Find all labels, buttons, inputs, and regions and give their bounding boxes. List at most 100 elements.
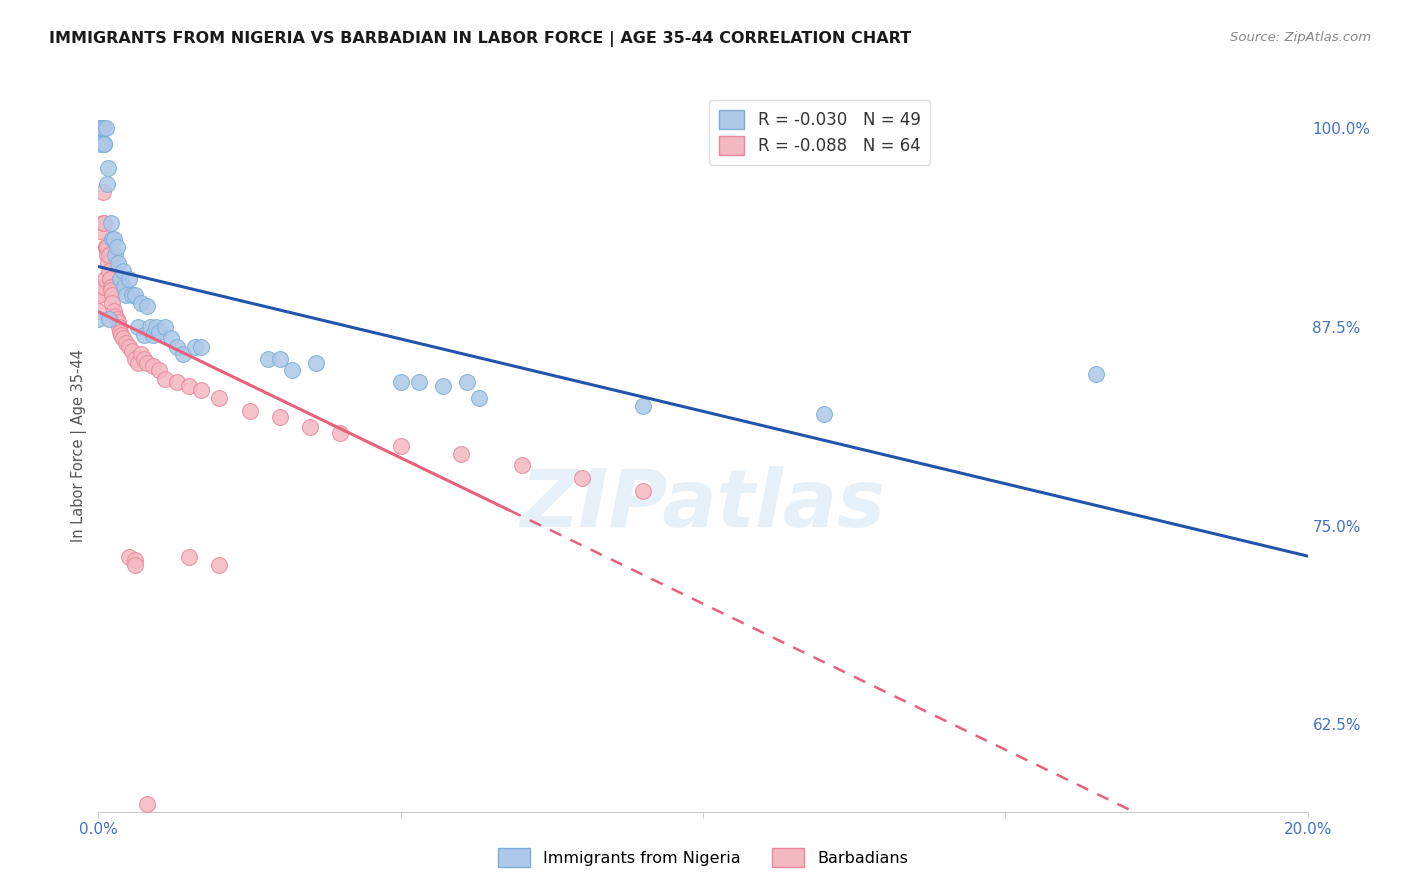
Text: Source: ZipAtlas.com: Source: ZipAtlas.com (1230, 31, 1371, 45)
Point (208, 392, 231, 406)
Point (329, 426, 352, 441)
Text: IMMIGRANTS FROM NIGERIA VS BARBADIAN IN LABOR FORCE | AGE 35-44 CORRELATION CHAR: IMMIGRANTS FROM NIGERIA VS BARBADIAN IN … (49, 31, 911, 47)
Point (104, 248, 127, 262)
Point (190, 340, 212, 354)
Point (153, 319, 176, 334)
Point (87, 288, 110, 302)
Point (107, 315, 129, 329)
Point (94, 240, 117, 254)
Point (127, 356, 149, 370)
Point (456, 376, 478, 390)
Point (87, 280, 110, 294)
Point (96, 248, 118, 262)
Point (100, 280, 122, 294)
Point (108, 319, 131, 334)
Point (142, 327, 165, 342)
Point (91, 120, 114, 135)
Point (115, 288, 138, 302)
Point (98, 264, 121, 278)
Point (813, 407, 835, 421)
Point (97, 248, 120, 262)
Point (389, 439, 412, 453)
Point (132, 327, 155, 342)
Point (408, 376, 430, 390)
Point (208, 558, 231, 573)
Point (281, 362, 304, 376)
Point (299, 420, 322, 434)
Point (129, 296, 152, 310)
Point (305, 356, 328, 370)
Point (142, 359, 165, 374)
Point (135, 299, 157, 313)
Point (184, 340, 207, 354)
Point (160, 331, 183, 345)
Point (93, 136, 115, 151)
Point (89, 224, 111, 238)
Point (172, 347, 194, 361)
Point (104, 309, 127, 323)
Point (96, 240, 118, 254)
Point (179, 378, 201, 392)
Point (93, 136, 115, 151)
Legend: R = -0.030   N = 49, R = -0.088   N = 64: R = -0.030 N = 49, R = -0.088 N = 64 (709, 100, 931, 165)
Point (269, 351, 291, 366)
Point (111, 264, 134, 278)
Point (179, 550, 201, 565)
Point (103, 232, 125, 246)
Point (166, 340, 188, 354)
Point (124, 553, 146, 567)
Point (97, 256, 120, 270)
Point (571, 471, 593, 485)
Point (127, 319, 149, 334)
Point (631, 399, 654, 413)
Point (118, 550, 141, 565)
Point (121, 343, 143, 358)
Point (135, 797, 157, 811)
Point (90, 120, 112, 135)
Point (110, 327, 132, 342)
Point (103, 303, 125, 318)
Point (96, 177, 118, 191)
Point (100, 283, 122, 297)
Point (114, 335, 136, 350)
Point (121, 288, 143, 302)
Point (100, 232, 122, 246)
Text: ZIPatlas: ZIPatlas (520, 466, 886, 543)
Point (96, 240, 118, 254)
Point (239, 404, 262, 418)
Point (90, 120, 112, 135)
Point (108, 272, 131, 286)
Point (107, 256, 129, 270)
Point (510, 458, 533, 472)
Point (190, 384, 212, 398)
Point (389, 376, 412, 390)
Point (94, 272, 117, 286)
Point (112, 280, 135, 294)
Point (145, 319, 167, 334)
Point (108, 325, 131, 339)
Point (139, 319, 162, 334)
Point (87, 311, 110, 326)
Point (468, 392, 491, 406)
Point (91, 120, 114, 135)
Point (89, 120, 111, 135)
Point (135, 356, 157, 370)
Point (111, 331, 134, 345)
Point (98, 311, 121, 326)
Point (432, 378, 454, 392)
Point (89, 136, 111, 151)
Point (101, 296, 124, 310)
Point (118, 340, 141, 354)
Point (118, 272, 141, 286)
Point (124, 351, 146, 366)
Point (98, 272, 121, 286)
Point (93, 280, 115, 294)
Point (148, 362, 170, 376)
Point (91, 216, 114, 230)
Point (105, 240, 128, 254)
Point (129, 347, 152, 361)
Legend: Immigrants from Nigeria, Barbadians: Immigrants from Nigeria, Barbadians (492, 842, 914, 873)
Point (97, 161, 120, 175)
Point (1085, 368, 1108, 382)
Point (256, 351, 278, 366)
